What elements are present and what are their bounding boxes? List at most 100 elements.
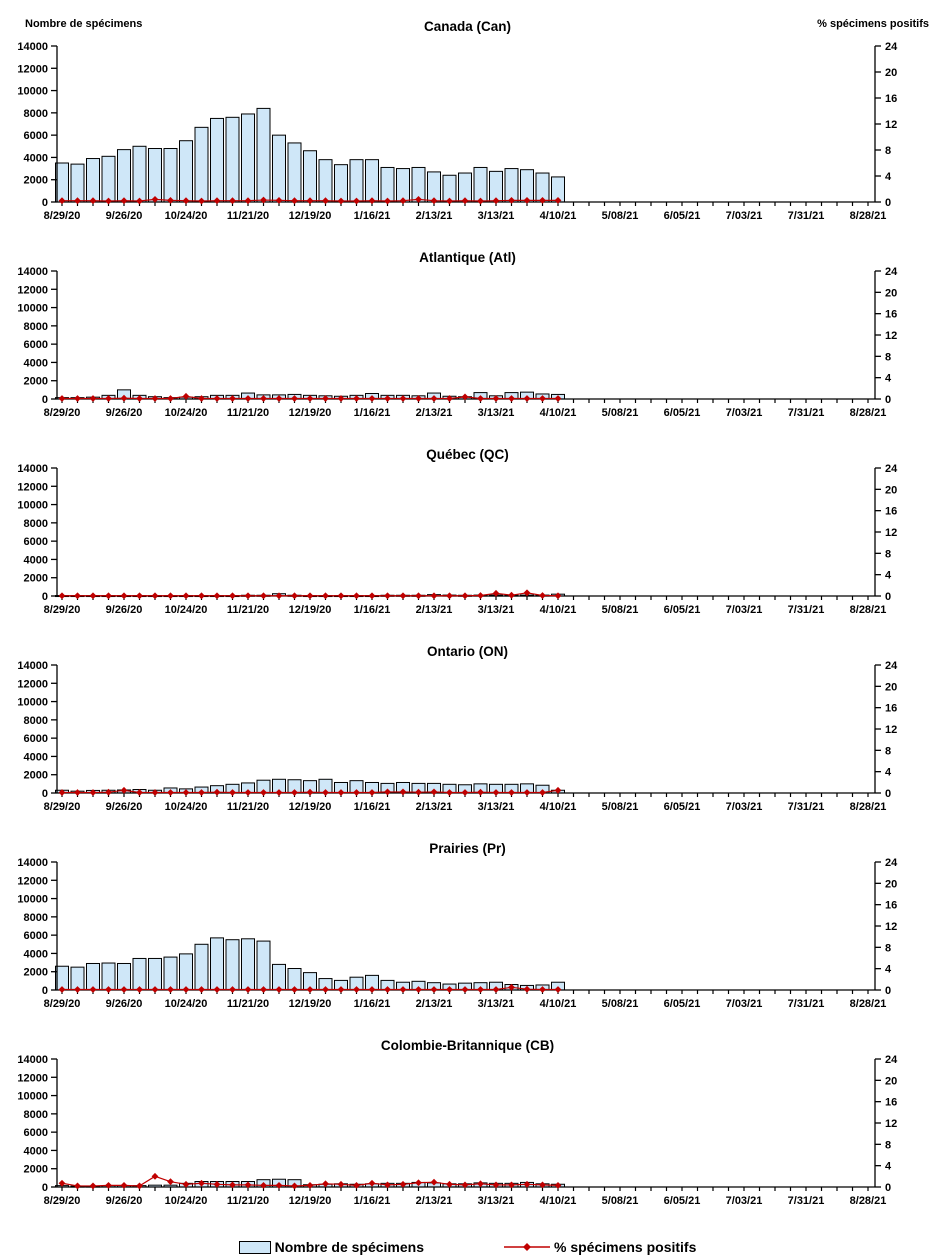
- positive-marker-diamond-icon: [523, 789, 531, 796]
- positive-marker-diamond-icon: [136, 592, 143, 600]
- x-tick-label: 6/05/21: [664, 210, 701, 222]
- positive-marker-diamond-icon: [508, 196, 515, 204]
- chart-Can: Nombre de spécimens % spécimens positifs C…: [0, 12, 935, 233]
- x-tick-label: 7/03/21: [726, 210, 763, 222]
- positive-marker-diamond-icon: [477, 395, 484, 402]
- positive-marker-diamond-icon: [492, 197, 500, 205]
- positive-marker-diamond-icon: [120, 394, 128, 402]
- right-tick-label: 8: [885, 548, 891, 560]
- positive-marker-diamond-icon: [89, 789, 97, 796]
- left-tick-label: 6000: [24, 536, 48, 548]
- chart-QC: Québec (QC) 0 2000 4000 6000 8000 10000 12000 14…: [0, 446, 935, 627]
- positive-marker-diamond-icon: [477, 986, 484, 993]
- right-tick-label: 4: [885, 570, 892, 582]
- left-tick-label: 0: [42, 788, 48, 800]
- specimen-bar: [225, 116, 240, 203]
- left-tick-label: 12000: [17, 1072, 48, 1084]
- positive-marker-diamond-icon: [291, 592, 298, 600]
- positive-marker-diamond-icon: [167, 592, 174, 600]
- positive-marker-diamond-icon: [446, 789, 453, 796]
- specimen-bar: [272, 134, 286, 203]
- chart-plot-ON: 0 2000 4000 6000 8000 10000 12000 14000 0 4 8 12 16 2…: [17, 660, 898, 813]
- right-tick-label: 24: [885, 661, 898, 672]
- x-tick-label: 8/28/21: [850, 604, 887, 616]
- chart-title: Colombie-Britannique (CB): [380, 1038, 555, 1053]
- specimen-bar: [194, 943, 209, 991]
- chart-CB: Colombie-Britannique (CB) 0 2000 4000 6000 80…: [0, 1037, 935, 1218]
- left-tick-label: 10000: [17, 1091, 48, 1103]
- positive-marker-diamond-icon: [182, 197, 190, 205]
- x-tick-label: 4/10/21: [540, 801, 577, 813]
- x-tick-label: 7/03/21: [726, 1195, 763, 1207]
- x-tick-label: 10/24/20: [165, 1195, 208, 1207]
- positive-marker-diamond-icon: [353, 1182, 360, 1189]
- legend-label-specimens: Nombre de spécimens: [274, 1239, 424, 1255]
- left-tick-label: 12000: [17, 875, 48, 887]
- x-tick-label: 4/10/21: [540, 604, 577, 616]
- positive-marker-diamond-icon: [275, 196, 283, 204]
- specimen-bar: [101, 155, 116, 203]
- x-tick-label: 6/05/21: [664, 801, 701, 813]
- right-tick-label: 20: [885, 484, 897, 496]
- positive-marker-diamond-icon: [213, 592, 221, 600]
- positive-marker-diamond-icon: [229, 789, 236, 796]
- left-tick-label: 0: [42, 197, 48, 209]
- right-tick-label: 12: [885, 1118, 897, 1130]
- x-tick-label: 4/10/21: [540, 407, 577, 419]
- positive-marker-diamond-icon: [508, 591, 515, 599]
- x-tick-label: 7/03/21: [726, 801, 763, 813]
- specimen-bar: [179, 140, 193, 203]
- positive-marker-diamond-icon: [167, 196, 174, 204]
- positive-marker-diamond-icon: [461, 393, 469, 401]
- chart-plot-Atl: 0 2000 4000 6000 8000 10000 12000 14000 0 4 8 12 16 2…: [17, 266, 898, 419]
- positive-marker-diamond-icon: [508, 395, 515, 402]
- x-tick-label: 1/16/21: [354, 210, 391, 222]
- positive-marker-diamond-icon: [306, 986, 314, 993]
- right-tick-label: 16: [885, 93, 897, 105]
- chart-Pr: Prairies (Pr) 0 2000 4000 6000 8000 10000 12000…: [0, 840, 935, 1021]
- x-tick-label: 2/13/21: [416, 210, 453, 222]
- positive-marker-diamond-icon: [244, 1181, 252, 1189]
- specimen-bar: [287, 142, 302, 203]
- x-tick-label: 3/13/21: [478, 604, 515, 616]
- positive-marker-diamond-icon: [430, 986, 438, 993]
- x-tick-label: 1/16/21: [354, 604, 391, 616]
- positive-marker-diamond-icon: [58, 789, 66, 796]
- positive-marker-diamond-icon: [492, 589, 500, 597]
- x-tick-label: 6/05/21: [664, 998, 701, 1010]
- x-tick-label: 9/26/20: [106, 604, 143, 616]
- positive-marker-diamond-icon: [182, 592, 190, 600]
- left-tick-label: 4000: [24, 554, 48, 566]
- positive-marker-diamond-icon: [151, 789, 159, 796]
- positive-marker-diamond-icon: [260, 592, 267, 600]
- positive-marker-diamond-icon: [105, 986, 112, 993]
- left-tick-label: 6000: [24, 930, 48, 942]
- positive-marker-diamond-icon: [306, 592, 314, 600]
- right-tick-label: 0: [885, 394, 891, 406]
- positive-marker-diamond-icon: [461, 197, 469, 205]
- positive-marker-diamond-icon: [275, 592, 283, 600]
- specimen-bar: [117, 149, 131, 203]
- x-tick-label: 10/24/20: [165, 604, 208, 616]
- positive-marker-diamond-icon: [384, 986, 391, 993]
- x-tick-label: 12/19/20: [289, 801, 332, 813]
- right-tick-label: 24: [885, 1055, 898, 1066]
- positive-marker-diamond-icon: [368, 986, 376, 993]
- positive-marker-diamond-icon: [523, 196, 531, 204]
- positive-marker-diamond-icon: [89, 395, 97, 402]
- left-tick-label: 2000: [24, 967, 48, 979]
- positive-marker-diamond-icon: [136, 1182, 143, 1190]
- left-tick-label: 4000: [24, 152, 48, 164]
- left-tick-label: 14000: [17, 1055, 48, 1066]
- chart-header: Québec (QC): [0, 446, 935, 464]
- positive-marker-diamond-icon: [368, 395, 376, 402]
- specimen-bar: [132, 957, 147, 991]
- positive-marker-diamond-icon: [136, 197, 143, 205]
- chart-title: Canada (Can): [423, 19, 511, 34]
- positive-marker-diamond-icon: [105, 592, 112, 600]
- positive-marker-diamond-icon: [120, 197, 128, 205]
- chart-plot-Pr: 0 2000 4000 6000 8000 10000 12000 14000 0 4 8 12 16 2…: [17, 857, 898, 1010]
- left-tick-label: 10000: [17, 894, 48, 906]
- x-tick-label: 1/16/21: [354, 998, 391, 1010]
